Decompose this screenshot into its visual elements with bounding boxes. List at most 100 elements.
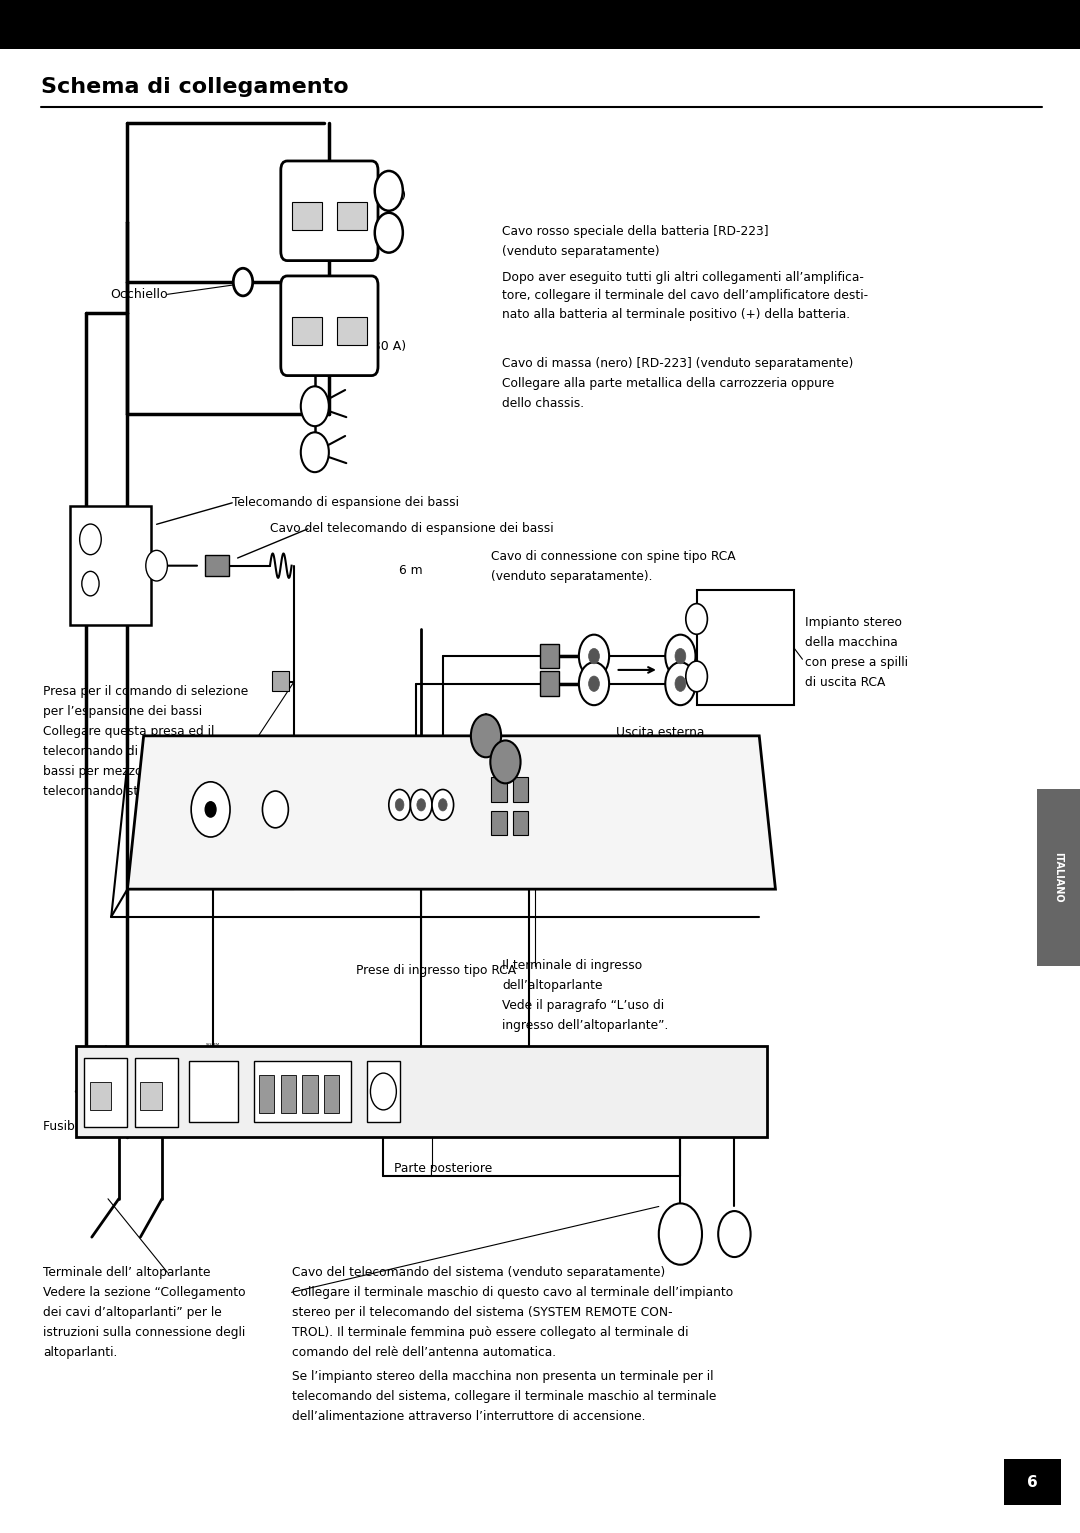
Text: SYSTEM
CONTROL: SYSTEM CONTROL: [204, 1042, 221, 1052]
Text: Parte posteriore: Parte posteriore: [394, 1162, 492, 1174]
Text: Cavo di massa (nero) [RD-223] (venduto separatamente): Cavo di massa (nero) [RD-223] (venduto s…: [502, 357, 853, 369]
Text: FUSE 30A: FUSE 30A: [94, 1049, 118, 1053]
Bar: [337, 317, 367, 345]
Circle shape: [410, 789, 432, 820]
Circle shape: [146, 550, 167, 581]
Circle shape: [665, 635, 696, 678]
Text: Dopo aver eseguito tutti gli altri collegamenti all’amplifica-: Dopo aver eseguito tutti gli altri colle…: [502, 271, 864, 284]
Text: dell’altoparlante: dell’altoparlante: [502, 980, 603, 992]
Text: GAIN: GAIN: [204, 869, 217, 874]
Circle shape: [300, 432, 329, 472]
Text: Cavo rosso speciale della batteria [RD-223]: Cavo rosso speciale della batteria [RD-2…: [502, 225, 769, 238]
Bar: [70, 506, 151, 625]
Bar: [513, 811, 528, 835]
Text: Vedere la sezione “Collegamento: Vedere la sezione “Collegamento: [43, 1286, 246, 1298]
Text: SPEAKER OUTPUT: SPEAKER OUTPUT: [284, 1047, 321, 1052]
Text: 6 m: 6 m: [399, 564, 422, 576]
Text: Fusibile (30 A) × 2: Fusibile (30 A) × 2: [43, 1121, 157, 1133]
Text: REMOTE: REMOTE: [265, 748, 286, 753]
Text: nato alla batteria al terminale positivo (+) della batteria.: nato alla batteria al terminale positivo…: [502, 308, 850, 320]
Circle shape: [191, 782, 230, 837]
Bar: [281, 1075, 296, 1113]
Bar: [189, 1061, 238, 1122]
Bar: [491, 777, 507, 802]
Text: Schema di collegamento: Schema di collegamento: [41, 77, 349, 97]
Text: Uscita esterna: Uscita esterna: [616, 727, 704, 739]
Circle shape: [300, 386, 329, 426]
Text: per l’espansione dei bassi: per l’espansione dei bassi: [43, 705, 202, 717]
Text: altoparlanti.: altoparlanti.: [43, 1346, 118, 1358]
Circle shape: [395, 799, 404, 811]
Text: Collegare il terminale maschio di questo cavo al terminale dell’impianto: Collegare il terminale maschio di questo…: [292, 1286, 733, 1298]
Text: Presa per il comando di selezione: Presa per il comando di selezione: [43, 685, 248, 698]
Circle shape: [589, 676, 599, 691]
Text: dello chassis.: dello chassis.: [502, 397, 584, 409]
Bar: [135, 1058, 178, 1127]
Bar: [716, 644, 735, 668]
Polygon shape: [127, 736, 775, 889]
Circle shape: [675, 676, 686, 691]
Circle shape: [438, 799, 447, 811]
Text: (uscita del subwoofer): (uscita del subwoofer): [616, 747, 753, 759]
Text: dell’alimentazione attraverso l’interruttore di accensione.: dell’alimentazione attraverso l’interrut…: [292, 1410, 645, 1423]
Bar: [84, 1058, 127, 1127]
FancyBboxPatch shape: [281, 276, 378, 376]
Text: telecomando del sistema, collegare il terminale maschio al terminale: telecomando del sistema, collegare il te…: [292, 1390, 716, 1403]
Circle shape: [665, 662, 696, 705]
Text: Prese di ingresso tipo RCA: Prese di ingresso tipo RCA: [356, 964, 516, 977]
Text: bassi per mezzo del cavo del: bassi per mezzo del cavo del: [43, 765, 220, 777]
Text: Parte anteriore: Parte anteriore: [232, 848, 324, 860]
Circle shape: [589, 648, 599, 664]
Text: TROL). Il terminale femmina può essere collegato al terminale di: TROL). Il terminale femmina può essere c…: [292, 1326, 688, 1338]
Bar: [540, 671, 559, 696]
Text: Collegare alla parte metallica della carrozzeria oppure: Collegare alla parte metallica della car…: [502, 377, 835, 389]
Text: Cavo del telecomando del sistema (venduto separatamente): Cavo del telecomando del sistema (vendut…: [292, 1266, 665, 1279]
Bar: [292, 317, 322, 345]
Circle shape: [579, 635, 609, 678]
Text: Terminale dell’ altoparlante: Terminale dell’ altoparlante: [43, 1266, 211, 1279]
Circle shape: [262, 791, 288, 828]
Circle shape: [370, 1073, 396, 1110]
Bar: [302, 1075, 318, 1113]
FancyBboxPatch shape: [281, 161, 378, 261]
Bar: [1037, 789, 1080, 966]
Circle shape: [686, 661, 707, 691]
Circle shape: [417, 799, 426, 811]
Circle shape: [579, 662, 609, 705]
Bar: [367, 1061, 400, 1122]
Circle shape: [686, 604, 707, 635]
Bar: [259, 1075, 274, 1113]
Bar: [0, 0, 1080, 49]
Text: ingresso dell’altoparlante”.: ingresso dell’altoparlante”.: [502, 1019, 669, 1032]
Text: telecomando di espansione dei: telecomando di espansione dei: [43, 745, 234, 757]
Circle shape: [659, 1203, 702, 1265]
Text: dei cavi d’altoparlanti” per le: dei cavi d’altoparlanti” per le: [43, 1306, 222, 1318]
Text: INPUT: INPUT: [414, 748, 429, 753]
Bar: [1004, 1459, 1061, 1505]
Text: con prese a spilli: con prese a spilli: [805, 656, 907, 668]
Bar: [716, 671, 735, 696]
Text: tore, collegare il terminale del cavo dell’amplificatore desti-: tore, collegare il terminale del cavo de…: [502, 290, 868, 302]
Circle shape: [233, 268, 253, 296]
Circle shape: [80, 524, 102, 555]
Circle shape: [432, 789, 454, 820]
Text: Fusibile (30 A): Fusibile (30 A): [318, 190, 406, 202]
Text: Collegare questa presa ed il: Collegare questa presa ed il: [43, 725, 215, 737]
Text: della macchina: della macchina: [805, 636, 897, 648]
Bar: [697, 590, 794, 705]
Text: Cavo del telecomando di espansione dei bassi: Cavo del telecomando di espansione dei b…: [270, 523, 554, 535]
Bar: [272, 671, 289, 691]
Text: di uscita RCA: di uscita RCA: [805, 676, 885, 688]
Bar: [140, 1082, 162, 1110]
Text: Se l’impianto stereo della macchina non presenta un terminale per il: Se l’impianto stereo della macchina non …: [292, 1371, 713, 1383]
Bar: [337, 202, 367, 230]
Text: Il terminale di ingresso: Il terminale di ingresso: [502, 960, 643, 972]
Bar: [540, 644, 559, 668]
Circle shape: [675, 648, 686, 664]
Circle shape: [375, 172, 403, 212]
Text: ITALIANO: ITALIANO: [1053, 851, 1064, 903]
Text: telecomando stesso.: telecomando stesso.: [43, 785, 170, 797]
Text: FUSE 30A: FUSE 30A: [145, 1049, 168, 1053]
Text: istruzioni sulla connessione degli: istruzioni sulla connessione degli: [43, 1326, 245, 1338]
Text: (venduto separatamente).: (venduto separatamente).: [491, 570, 653, 583]
